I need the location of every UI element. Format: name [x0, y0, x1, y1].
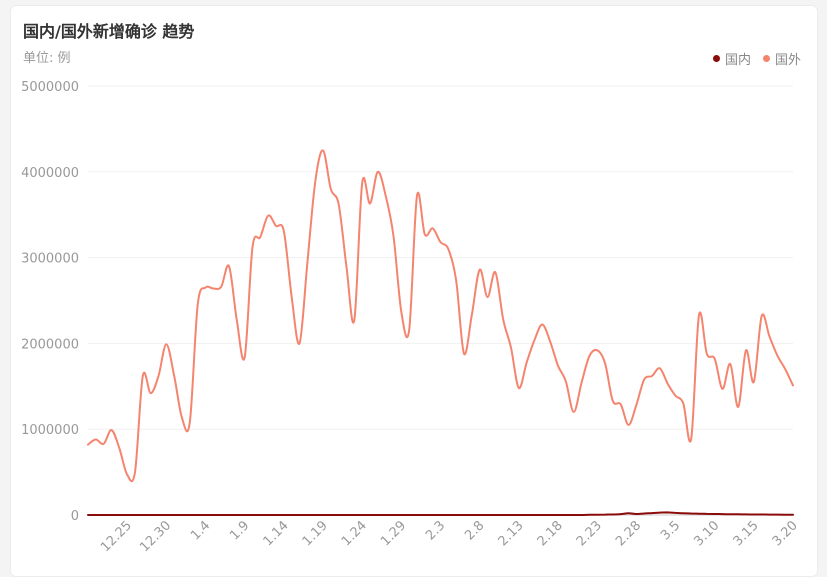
x-tick-label: 1.14 — [261, 518, 292, 549]
x-tick-label: 3.20 — [770, 518, 801, 549]
series-line-domestic — [87, 511, 794, 516]
y-tick-label: 2000000 — [21, 337, 79, 352]
legend-marker-foreign — [762, 55, 770, 62]
chart-title: 国内/国外新增确诊 趋势 — [23, 22, 195, 41]
legend-label-domestic: 国内 — [724, 53, 751, 68]
legend: 国内 国外 — [712, 49, 801, 68]
x-tick-label: 2.23 — [574, 518, 605, 549]
x-tick-label: 12.30 — [137, 518, 174, 555]
x-tick-label: 1.24 — [339, 518, 370, 549]
x-tick-label: 2.8 — [462, 518, 487, 543]
y-tick-label: 3000000 — [21, 252, 79, 267]
y-tick-label: 4000000 — [21, 166, 79, 181]
x-tick-label: 2.13 — [496, 518, 527, 549]
legend-marker-domestic — [712, 55, 720, 62]
y-tick-label: 0 — [71, 509, 79, 524]
x-tick-label: 3.10 — [691, 518, 722, 549]
legend-item-domestic[interactable]: 国内 — [712, 49, 751, 68]
x-tick-label: 1.29 — [378, 518, 409, 549]
legend-item-foreign[interactable]: 国外 — [762, 49, 801, 68]
x-tick-label: 1.4 — [188, 518, 213, 543]
legend-label-foreign: 国外 — [774, 53, 801, 68]
y-tick-label: 5000000 — [21, 80, 79, 95]
x-tick-label: 2.28 — [613, 518, 644, 549]
x-tick-label: 3.5 — [658, 518, 683, 543]
line-chart: 0 1000000 2000000 3000000 4000000 5000000 12.2… — [21, 80, 801, 555]
x-tick-label: 2.18 — [535, 518, 566, 549]
x-tick-label: 3.15 — [731, 518, 762, 549]
series-line-foreign — [87, 149, 794, 483]
x-tick-label: 1.9 — [227, 518, 252, 543]
x-tick-label: 12.25 — [98, 518, 135, 555]
chart-card: 国内/国外新增确诊 趋势 单位: 例 国内 国外 — [10, 5, 818, 577]
unit-label: 单位: 例 — [23, 51, 71, 66]
y-tick-label: 1000000 — [21, 423, 79, 438]
x-tick-label: 2.3 — [423, 518, 448, 543]
x-tick-label: 1.19 — [300, 518, 331, 549]
